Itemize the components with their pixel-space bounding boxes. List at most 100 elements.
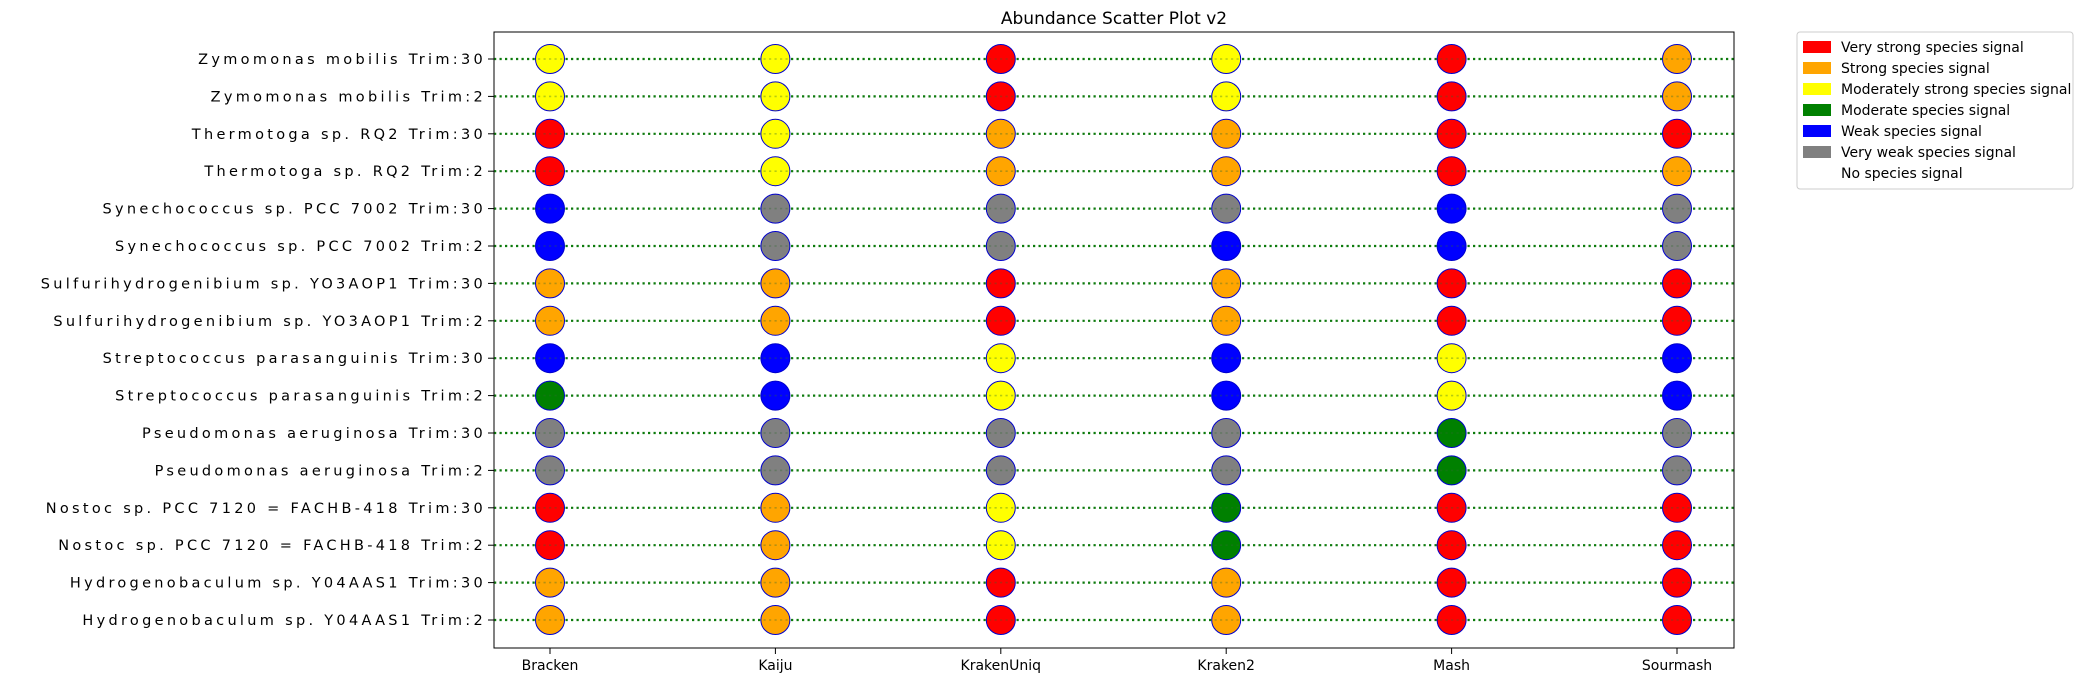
data-point [1436, 530, 1467, 561]
data-point [1662, 193, 1692, 224]
data-point [1436, 44, 1467, 74]
legend-label: Very weak species signal [1841, 145, 2016, 161]
data-point [1662, 156, 1692, 187]
data-point [760, 455, 791, 486]
legend-swatch [1803, 146, 1831, 158]
y-tick-label: Hydrogenobaculum sp. Y04AAS1 Trim:30 [70, 576, 486, 592]
data-point [1662, 530, 1692, 561]
data-point [535, 455, 565, 486]
y-tick-label: Thermotoga sp. RQ2 Trim:30 [191, 127, 486, 143]
data-point [1436, 231, 1467, 261]
data-point [1436, 343, 1467, 374]
data-point [1211, 305, 1242, 336]
data-point [1436, 81, 1467, 112]
data-point [1211, 118, 1242, 149]
data-point [535, 193, 565, 224]
y-tick-label: Sulfurihydrogenibium sp. YO3AOP1 Trim:30 [41, 276, 486, 292]
data-point [985, 343, 1016, 374]
data-point [1662, 343, 1692, 374]
data-point [1436, 305, 1467, 336]
data-point [1436, 455, 1467, 486]
legend: Very strong species signal Strong species… [1796, 31, 2074, 190]
data-point [1211, 455, 1242, 486]
data-point [535, 156, 565, 187]
x-tick-label: KrakenUniq [961, 658, 1042, 674]
data-point [985, 44, 1016, 74]
y-tick-label: Streptococcus parasanguinis Trim:2 [115, 389, 486, 405]
data-point [985, 418, 1016, 448]
y-tick-label: Nostoc sp. PCC 7120 = FACHB-418 Trim:2 [58, 538, 486, 554]
data-point [535, 81, 565, 112]
legend-swatch [1803, 167, 1831, 179]
data-point [1211, 530, 1242, 561]
data-point [985, 605, 1016, 635]
data-point [1662, 418, 1692, 448]
data-point [1662, 567, 1692, 598]
data-point [1436, 492, 1467, 523]
data-point [1436, 156, 1467, 187]
y-tick-label: Synechococcus sp. PCC 7002 Trim:2 [115, 239, 486, 255]
data-point [1662, 380, 1692, 411]
data-point [1662, 492, 1692, 523]
data-point [760, 193, 791, 224]
legend-label: Weak species signal [1841, 124, 1982, 140]
data-point [1211, 492, 1242, 523]
markers-group [535, 44, 1692, 635]
y-tick-label: Zymomonas mobilis Trim:30 [198, 52, 486, 68]
data-point [1211, 44, 1242, 74]
data-point [1436, 567, 1467, 598]
data-point [760, 343, 791, 374]
legend-label: Moderately strong species signal [1841, 82, 2071, 98]
data-point [985, 380, 1016, 411]
data-point [535, 567, 565, 598]
data-point [760, 81, 791, 112]
data-point [760, 305, 791, 336]
data-point [1211, 268, 1242, 299]
x-axis-ticks: Bracken Kaiju KrakenUniq Kraken2 Mash Sourmas… [522, 648, 1712, 674]
y-tick-label: Synechococcus sp. PCC 7002 Trim:30 [102, 202, 486, 218]
data-point [1211, 567, 1242, 598]
data-point [760, 156, 791, 187]
data-point [1436, 380, 1467, 411]
x-tick-label: Kaiju [758, 658, 792, 674]
legend-swatch [1803, 62, 1831, 74]
data-point [535, 530, 565, 561]
data-point [760, 44, 791, 74]
data-point [535, 380, 565, 411]
y-tick-label: Zymomonas mobilis Trim:2 [211, 89, 486, 105]
data-point [1211, 605, 1242, 635]
data-point [1211, 81, 1242, 112]
y-tick-label: Hydrogenobaculum sp. Y04AAS1 Trim:2 [82, 613, 486, 629]
data-point [535, 44, 565, 74]
data-point [535, 118, 565, 149]
data-point [1662, 81, 1692, 112]
data-point [535, 231, 565, 261]
legend-frame [1796, 31, 2074, 190]
data-point [985, 305, 1016, 336]
data-point [1211, 343, 1242, 374]
y-axis-ticks: Zymomonas mobilis Trim:30 Zymomonas mobil… [41, 52, 494, 629]
data-point [1211, 156, 1242, 187]
legend-label: Strong species signal [1841, 61, 1990, 77]
y-tick-label: Pseudomonas aeruginosa Trim:30 [142, 426, 486, 442]
y-tick-label: Sulfurihydrogenibium sp. YO3AOP1 Trim:2 [53, 314, 486, 330]
data-point [985, 118, 1016, 149]
data-point [760, 418, 791, 448]
data-point [1211, 193, 1242, 224]
x-tick-label: Sourmash [1642, 658, 1712, 674]
y-tick-label: Streptococcus parasanguinis Trim:30 [103, 351, 486, 367]
chart-title: Abundance Scatter Plot v2 [1001, 9, 1227, 29]
data-point [1436, 418, 1467, 448]
data-point [1211, 418, 1242, 448]
y-tick-label: Thermotoga sp. RQ2 Trim:2 [203, 164, 486, 180]
data-point [1211, 231, 1242, 261]
data-point [985, 492, 1016, 523]
data-point [535, 605, 565, 635]
legend-swatch [1803, 125, 1831, 137]
data-point [985, 455, 1016, 486]
y-tick-label: Pseudomonas aeruginosa Trim:2 [155, 463, 486, 479]
data-point [1436, 605, 1467, 635]
data-point [535, 305, 565, 336]
